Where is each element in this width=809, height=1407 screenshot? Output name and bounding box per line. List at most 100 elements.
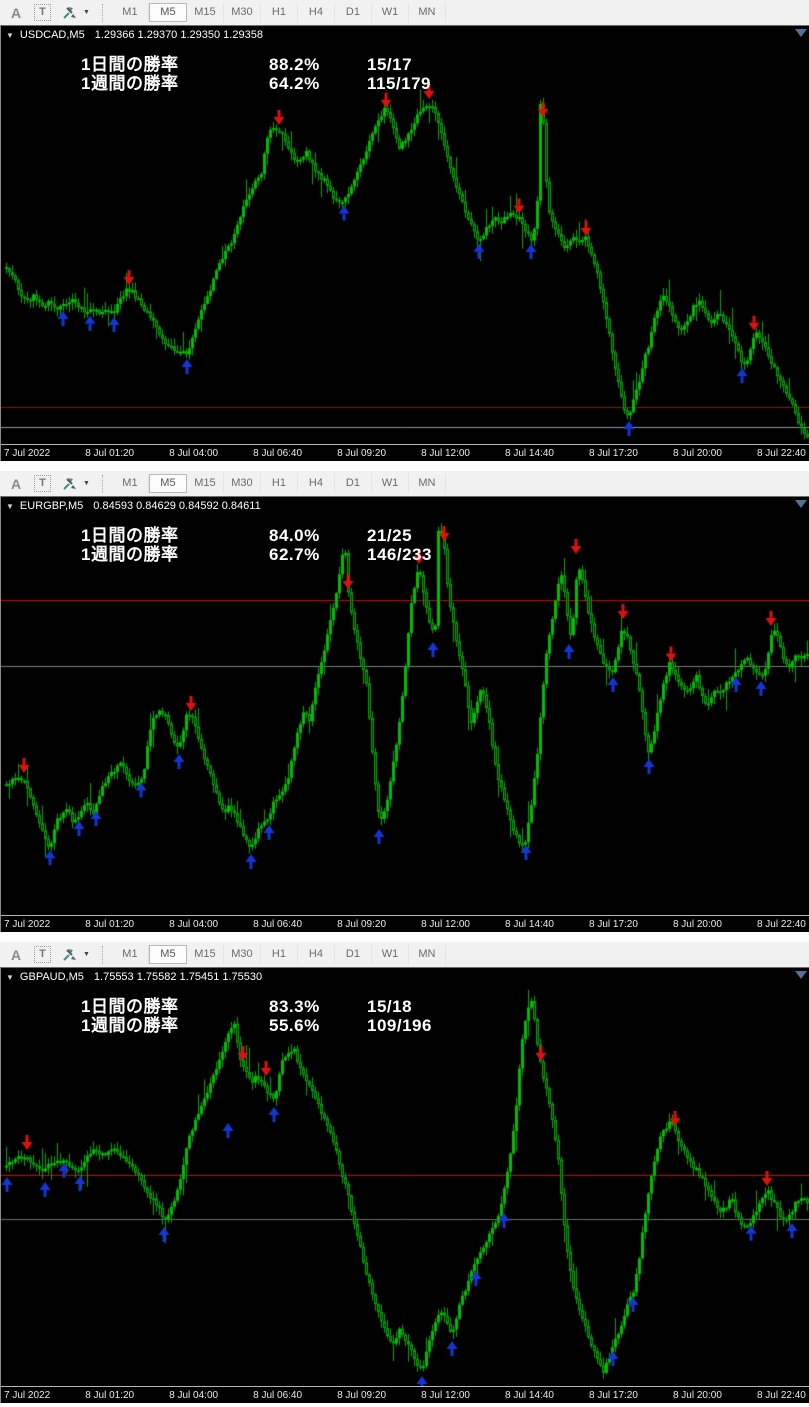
timeframe-button-m30[interactable]: M30 — [224, 3, 261, 22]
dropdown-caret-icon[interactable]: ▼ — [83, 951, 90, 958]
time-axis-label: 8 Jul 17:20 — [589, 918, 638, 930]
price-chart[interactable] — [1, 44, 809, 444]
timeframe-group: M1 M5 M15 M30 H1 H4 D1 W1 MN — [112, 942, 446, 967]
chart-titlebar[interactable]: ▼ GBPAUD,M5 1.75553 1.75582 1.75451 1.75… — [1, 968, 809, 986]
time-axis-label: 7 Jul 2022 — [4, 1389, 51, 1401]
timeframe-button-h1[interactable]: H1 — [261, 945, 298, 964]
timeframe-button-w1[interactable]: W1 — [372, 945, 409, 964]
time-axis-label: 8 Jul 04:00 — [169, 1389, 219, 1401]
timeframe-button-w1[interactable]: W1 — [372, 474, 409, 493]
stat-ratio: 146/233 — [367, 545, 432, 564]
stat-label: 1日間の勝率 — [81, 55, 179, 74]
time-axis-label: 8 Jul 06:40 — [253, 1389, 303, 1401]
chart-panel-1: A T ▼ M1 M5 M15 M30 H1 H4 D1 W1 MN ▼ USDCAD,M5 1… — [0, 0, 809, 471]
time-axis-label: 8 Jul 01:20 — [85, 918, 135, 930]
timeframe-button-d1[interactable]: D1 — [335, 945, 372, 964]
timeframe-button-h1[interactable]: H1 — [261, 474, 298, 493]
stat-ratio: 115/179 — [367, 74, 432, 93]
chart-window: ▼ GBPAUD,M5 1.75553 1.75582 1.75451 1.75… — [0, 967, 809, 1403]
winrate-stats: 1日間の勝率 88.2% 15/17 1週間の勝率 64.2% 115/179 — [81, 55, 431, 93]
text-tool-icon[interactable]: T — [34, 946, 51, 963]
time-axis-label: 8 Jul 22:40 — [756, 1389, 806, 1401]
scroll-to-end-icon[interactable] — [795, 29, 807, 37]
timeframe-button-m15[interactable]: M15 — [187, 3, 224, 22]
shapes-tool-icon[interactable] — [61, 947, 78, 962]
arrow-tool-icon[interactable]: A — [10, 4, 22, 21]
chart-panel-3: A T ▼ M1 M5 M15 M30 H1 H4 D1 W1 MN ▼ GBPAUD,M5 1… — [0, 942, 809, 1403]
timeframe-button-m5[interactable]: M5 — [148, 474, 187, 493]
stat-rate: 84.0% — [269, 526, 320, 545]
time-axis-label: 8 Jul 06:40 — [253, 447, 303, 459]
price-chart[interactable] — [1, 986, 809, 1386]
quote-values: 1.75553 1.75582 1.75451 1.75530 — [93, 971, 263, 983]
time-axis-label: 8 Jul 01:20 — [85, 447, 135, 459]
collapse-icon[interactable]: ▼ — [6, 972, 14, 982]
stat-ratio: 15/18 — [367, 997, 413, 1016]
toolbar: A T ▼ M1 M5 M15 M30 H1 H4 D1 W1 MN — [0, 471, 809, 496]
time-axis-label: 8 Jul 14:40 — [505, 918, 554, 930]
timeframe-button-m5[interactable]: M5 — [148, 945, 187, 964]
stat-label: 1週間の勝率 — [81, 1016, 179, 1035]
timeframe-button-m15[interactable]: M15 — [187, 945, 224, 964]
time-axis-label: 8 Jul 04:00 — [169, 447, 219, 459]
text-tool-icon[interactable]: T — [34, 4, 51, 21]
shapes-tool-icon[interactable] — [61, 5, 78, 20]
time-axis-label: 8 Jul 17:20 — [589, 1389, 638, 1401]
stat-rate: 64.2% — [269, 74, 320, 93]
symbol-label: GBPAUD,M5 — [19, 971, 84, 983]
timeframe-button-m5[interactable]: M5 — [148, 3, 187, 22]
time-axis-label: 8 Jul 20:00 — [672, 447, 722, 459]
text-tool-icon[interactable]: T — [34, 475, 51, 492]
toolbar: A T ▼ M1 M5 M15 M30 H1 H4 D1 W1 MN — [0, 942, 809, 967]
stat-rate: 88.2% — [269, 55, 320, 74]
time-axis: 7 Jul 2022 8 Jul 01:20 8 Jul 04:00 8 Jul 06… — [1, 444, 809, 461]
timeframe-button-h4[interactable]: H4 — [298, 945, 335, 964]
timeframe-button-h1[interactable]: H1 — [261, 3, 298, 22]
stat-label: 1日間の勝率 — [81, 997, 179, 1016]
stat-rate: 62.7% — [269, 545, 320, 564]
stat-label: 1日間の勝率 — [81, 526, 179, 545]
stat-label: 1週間の勝率 — [81, 74, 179, 93]
stat-label: 1週間の勝率 — [81, 545, 179, 564]
timeframe-group: M1 M5 M15 M30 H1 H4 D1 W1 MN — [112, 471, 446, 496]
chart-titlebar[interactable]: ▼ EURGBP,M5 0.84593 0.84629 0.84592 0.84… — [1, 497, 809, 515]
time-axis-label: 8 Jul 09:20 — [337, 447, 387, 459]
chart-panel-2: A T ▼ M1 M5 M15 M30 H1 H4 D1 W1 MN ▼ EURGBP,M5 0… — [0, 471, 809, 942]
timeframe-button-h4[interactable]: H4 — [298, 474, 335, 493]
timeframe-button-w1[interactable]: W1 — [372, 3, 409, 22]
timeframe-button-h4[interactable]: H4 — [298, 3, 335, 22]
chart-window: ▼ EURGBP,M5 0.84593 0.84629 0.84592 0.84… — [0, 496, 809, 932]
dropdown-caret-icon[interactable]: ▼ — [83, 480, 90, 487]
scroll-to-end-icon[interactable] — [795, 971, 807, 979]
collapse-icon[interactable]: ▼ — [6, 30, 14, 40]
symbol-label: USDCAD,M5 — [19, 29, 85, 41]
quote-values: 0.84593 0.84629 0.84592 0.84611 — [93, 500, 261, 512]
dropdown-caret-icon[interactable]: ▼ — [83, 9, 90, 16]
timeframe-button-m30[interactable]: M30 — [224, 474, 261, 493]
timeframe-button-d1[interactable]: D1 — [335, 3, 372, 22]
price-chart[interactable] — [1, 515, 809, 915]
scroll-to-end-icon[interactable] — [795, 500, 807, 508]
stat-ratio: 109/196 — [367, 1016, 432, 1035]
time-axis-label: 8 Jul 09:20 — [337, 1389, 387, 1401]
timeframe-button-m30[interactable]: M30 — [224, 945, 261, 964]
shapes-tool-icon[interactable] — [61, 476, 78, 491]
chart-titlebar[interactable]: ▼ USDCAD,M5 1.29366 1.29370 1.29350 1.29… — [1, 26, 809, 44]
time-axis-label: 8 Jul 06:40 — [253, 918, 303, 930]
timeframe-button-m1[interactable]: M1 — [112, 474, 149, 493]
timeframe-button-m15[interactable]: M15 — [187, 474, 224, 493]
arrow-tool-icon[interactable]: A — [10, 946, 22, 963]
timeframe-button-d1[interactable]: D1 — [335, 474, 372, 493]
timeframe-button-mn[interactable]: MN — [409, 945, 446, 964]
timeframe-button-m1[interactable]: M1 — [112, 945, 149, 964]
collapse-icon[interactable]: ▼ — [6, 501, 14, 511]
arrow-tool-icon[interactable]: A — [10, 475, 22, 492]
time-axis-label: 8 Jul 09:20 — [337, 918, 387, 930]
stat-ratio: 21/25 — [367, 526, 413, 545]
timeframe-button-mn[interactable]: MN — [409, 474, 446, 493]
time-axis-label: 7 Jul 2022 — [4, 918, 51, 930]
stat-rate: 55.6% — [269, 1016, 320, 1035]
timeframe-button-mn[interactable]: MN — [409, 3, 446, 22]
quote-values: 1.29366 1.29370 1.29350 1.29358 — [94, 29, 263, 41]
timeframe-button-m1[interactable]: M1 — [112, 3, 149, 22]
